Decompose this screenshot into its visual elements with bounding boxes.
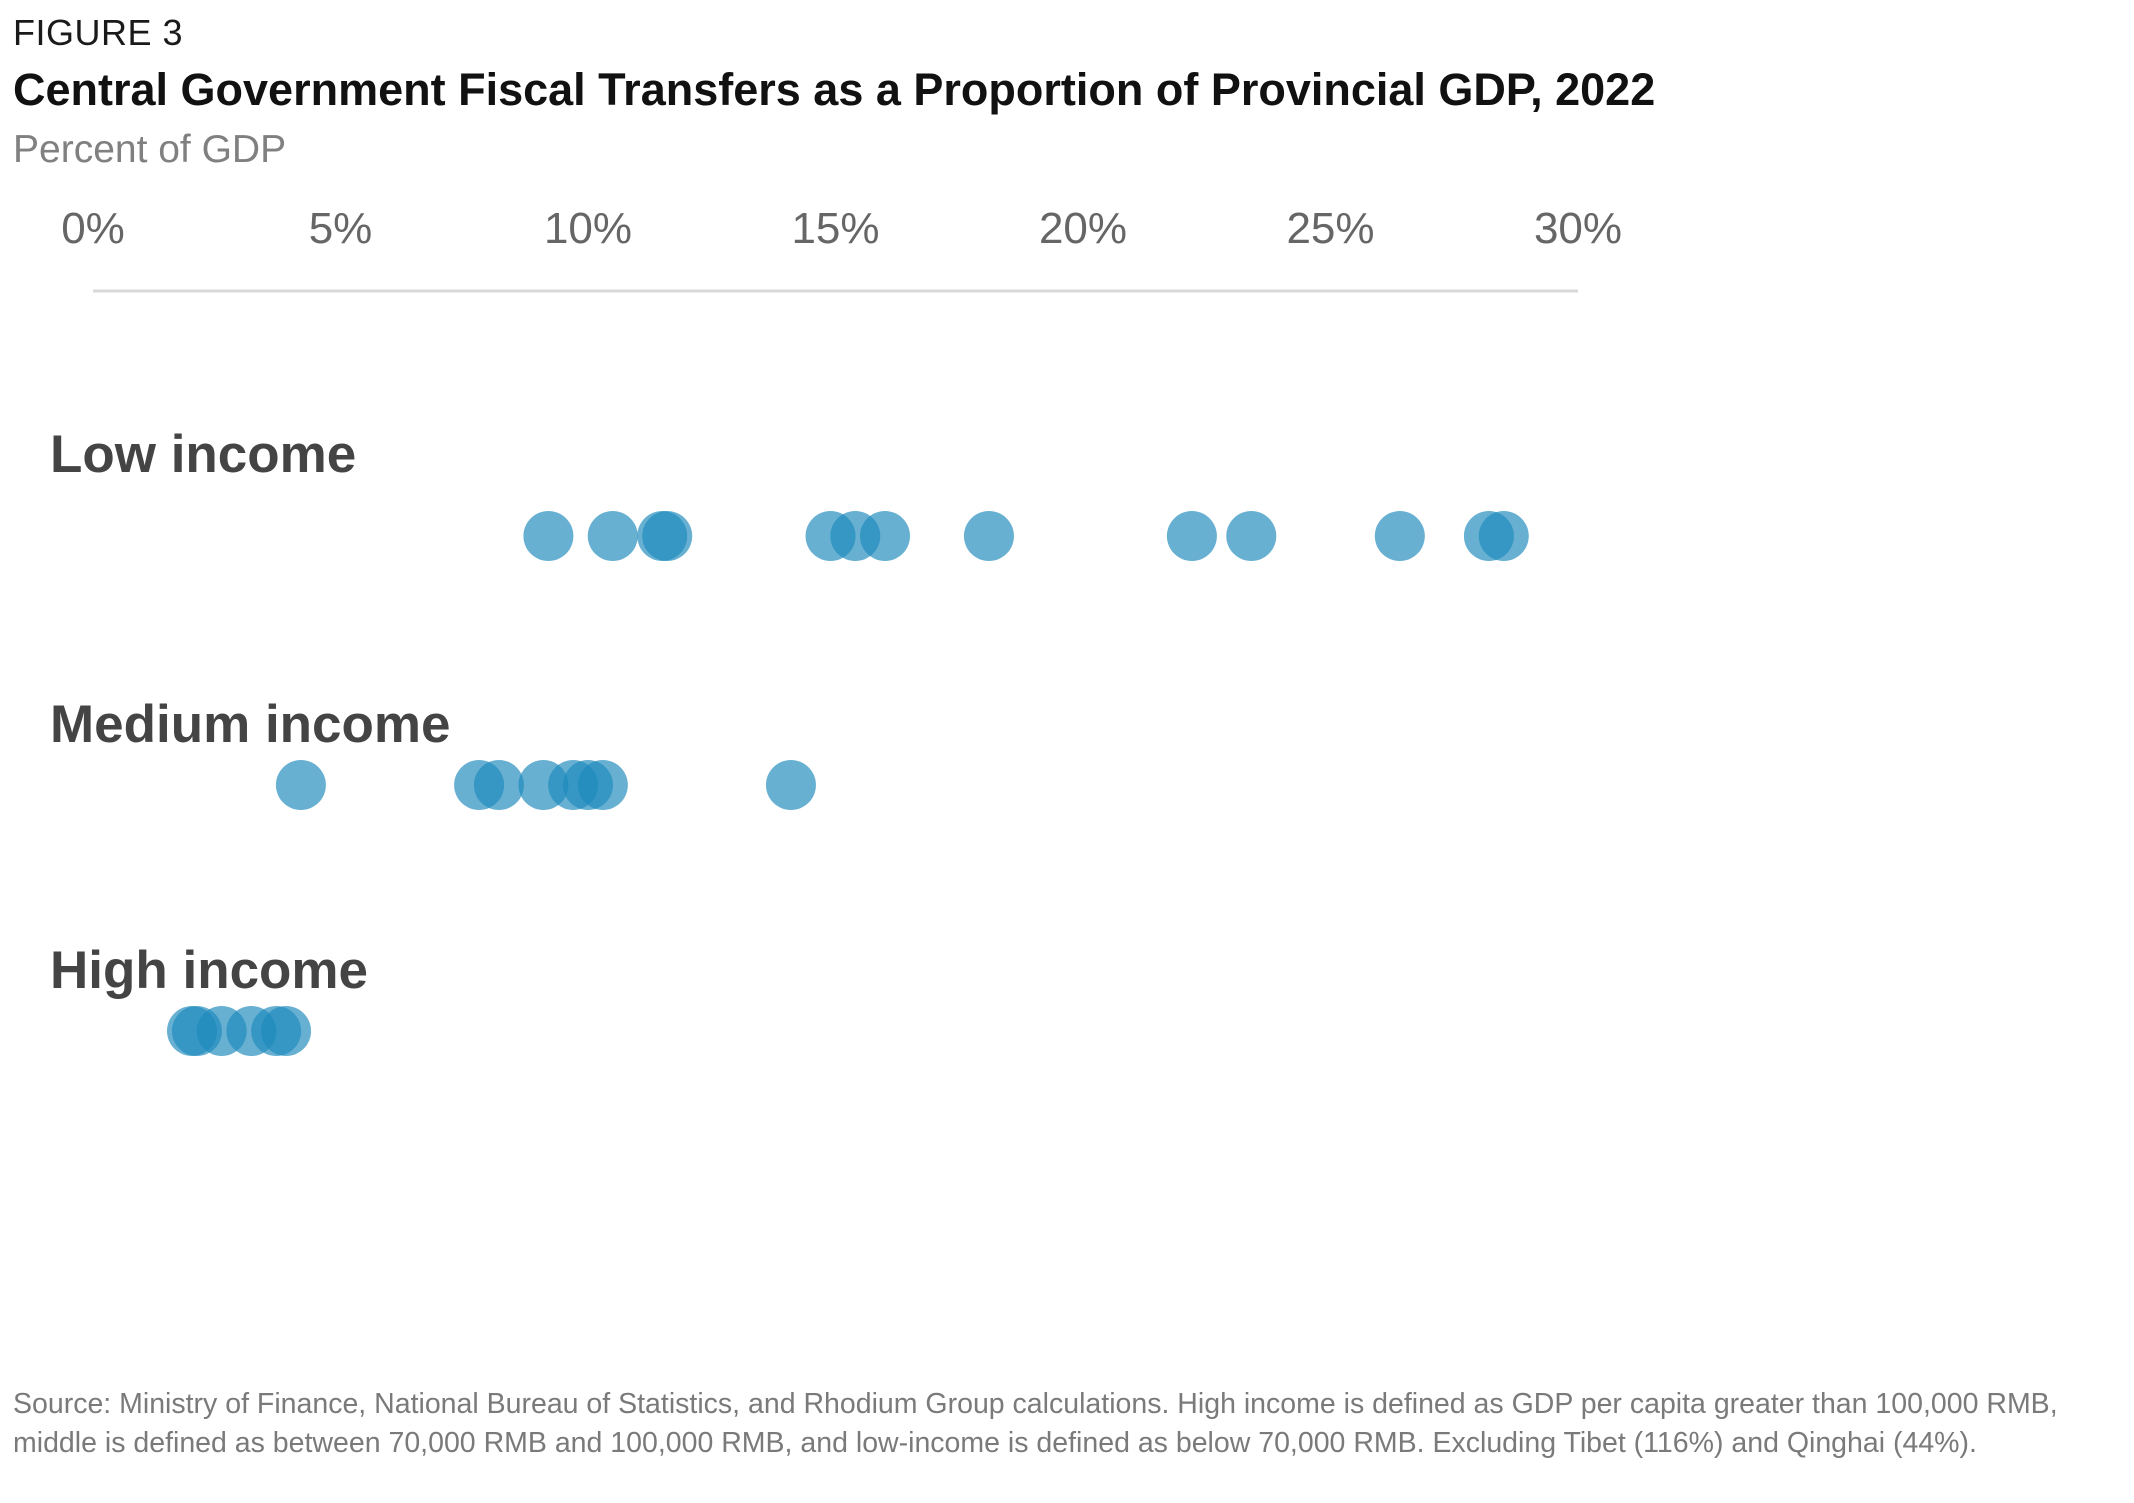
data-point	[275, 760, 326, 810]
dot-plot-chart: 0% 5% 10% 15% 20% 25% 30% Low income Medium inc…	[50, 204, 1622, 1056]
category-label: Low income	[50, 425, 356, 484]
data-point	[473, 760, 524, 810]
data-point	[765, 760, 816, 810]
data-point	[577, 760, 628, 810]
figure-label: FIGURE 3	[13, 12, 184, 53]
category-group: High income	[50, 941, 368, 1056]
category-label: Medium income	[50, 695, 451, 754]
data-point	[261, 1006, 312, 1056]
category-groups: Low income Medium income High income	[50, 425, 1529, 1056]
source-note: Source: Ministry of Finance, National Bu…	[13, 1388, 2058, 1459]
data-point	[1166, 511, 1217, 561]
x-axis: 0% 5% 10% 15% 20% 25% 30%	[61, 204, 1622, 293]
x-tick-label: 25%	[1286, 204, 1374, 253]
data-point	[1226, 511, 1277, 561]
data-point	[1374, 511, 1425, 561]
category-label: High income	[50, 941, 368, 1000]
data-point	[963, 511, 1014, 561]
data-point	[587, 511, 638, 561]
category-group: Medium income	[50, 695, 816, 810]
x-tick-label: 0%	[61, 204, 125, 253]
x-tick-label: 20%	[1039, 204, 1127, 253]
x-tick-label: 10%	[544, 204, 632, 253]
data-point	[860, 511, 910, 561]
chart-title: Central Government Fiscal Transfers as a…	[13, 64, 1656, 115]
chart-subtitle: Percent of GDP	[13, 128, 287, 171]
data-point	[642, 511, 693, 561]
x-tick-label: 30%	[1534, 204, 1622, 253]
x-tick-label: 15%	[791, 204, 879, 253]
data-point	[523, 511, 574, 561]
data-point	[1478, 511, 1529, 561]
category-group: Low income	[50, 425, 1529, 561]
x-tick-label: 5%	[309, 204, 373, 253]
